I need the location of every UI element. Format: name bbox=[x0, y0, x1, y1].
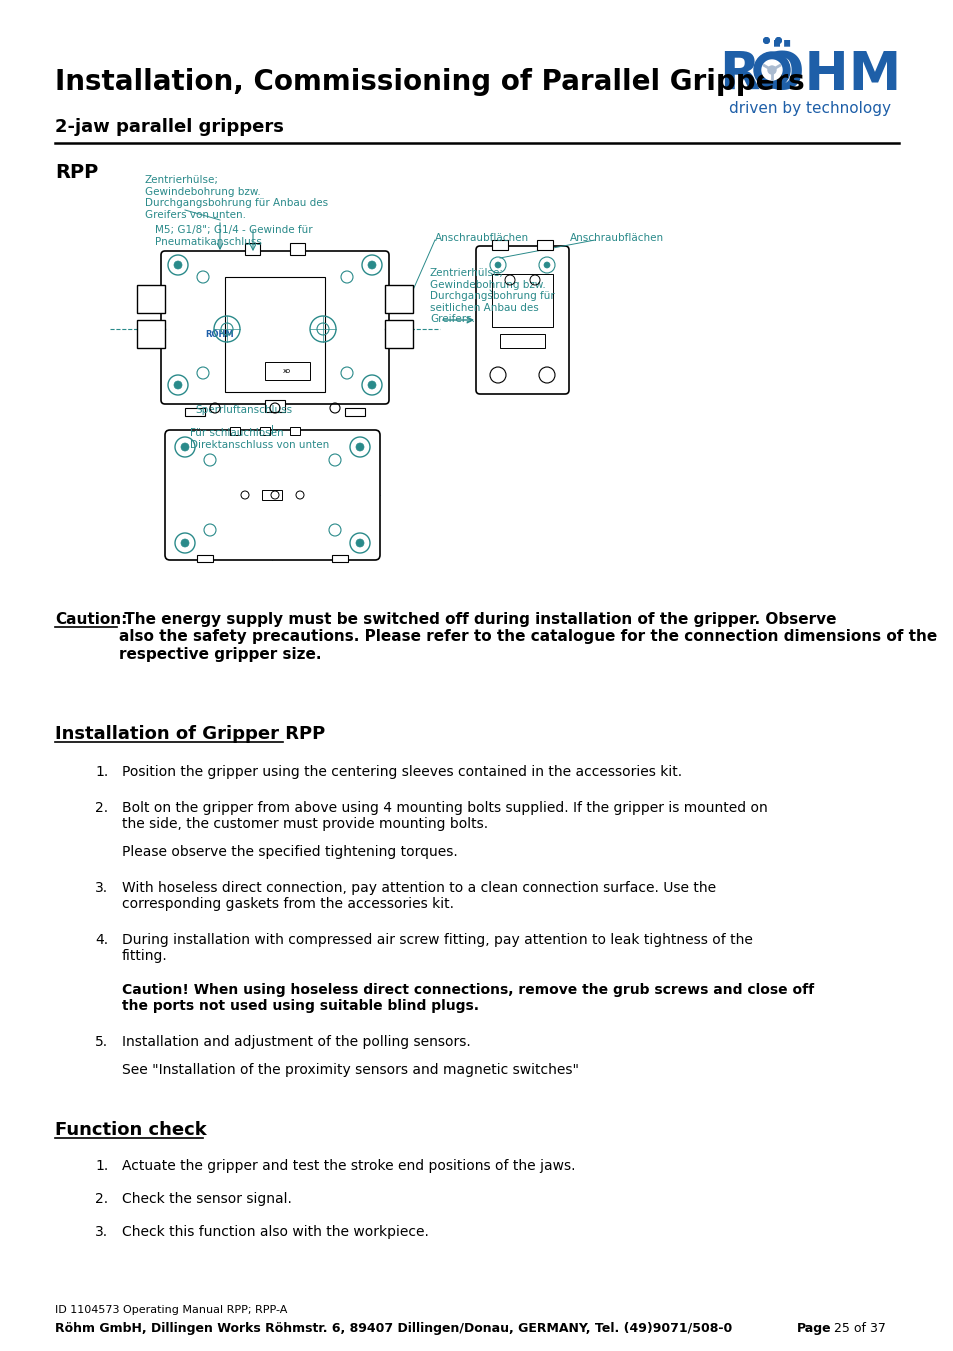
Text: With hoseless direct connection, pay attention to a clean connection surface. Us: With hoseless direct connection, pay att… bbox=[122, 881, 716, 894]
Bar bbox=[265, 362, 310, 380]
Text: 2-jaw parallel grippers: 2-jaw parallel grippers bbox=[55, 118, 284, 136]
Bar bbox=[260, 427, 270, 435]
Bar bbox=[290, 243, 305, 255]
Text: Für schlauchlosen
Direktanschluss von unten: Für schlauchlosen Direktanschluss von un… bbox=[190, 428, 329, 450]
Text: the side, the customer must provide mounting bolts.: the side, the customer must provide moun… bbox=[122, 817, 488, 831]
Text: See "Installation of the proximity sensors and magnetic switches": See "Installation of the proximity senso… bbox=[122, 1063, 578, 1077]
Text: xo: xo bbox=[283, 367, 291, 374]
Bar bbox=[499, 334, 544, 349]
Text: Function check: Function check bbox=[55, 1121, 207, 1139]
Bar bbox=[385, 285, 413, 313]
Bar bbox=[332, 555, 348, 562]
Circle shape bbox=[495, 262, 500, 267]
Text: ID 1104573 Operating Manual RPP; RPP-A: ID 1104573 Operating Manual RPP; RPP-A bbox=[55, 1305, 287, 1315]
Text: Check the sensor signal.: Check the sensor signal. bbox=[122, 1192, 292, 1206]
Bar bbox=[230, 427, 240, 435]
Text: Sperrluftanschluss: Sperrluftanschluss bbox=[194, 405, 292, 415]
Text: 2.: 2. bbox=[95, 1192, 108, 1206]
Text: RPP: RPP bbox=[55, 163, 98, 182]
Text: Zentrierhülse;
Gewindebohrung bzw.
Durchgangsbohrung für
seitlichen Anbau des
Gr: Zentrierhülse; Gewindebohrung bzw. Durch… bbox=[430, 267, 554, 324]
Text: The energy supply must be switched off during installation of the gripper. Obser: The energy supply must be switched off d… bbox=[119, 612, 936, 662]
Bar bbox=[137, 285, 165, 313]
Circle shape bbox=[767, 66, 775, 74]
Text: Installation of Gripper RPP: Installation of Gripper RPP bbox=[55, 725, 325, 743]
FancyBboxPatch shape bbox=[161, 251, 389, 404]
Text: Position the gripper using the centering sleeves contained in the accessories ki: Position the gripper using the centering… bbox=[122, 765, 681, 780]
Text: 1.: 1. bbox=[95, 1159, 108, 1173]
Text: RÖHM: RÖHM bbox=[719, 49, 901, 101]
Bar bbox=[492, 274, 553, 327]
Text: Zentrierhülse;
Gewindebohrung bzw.
Durchgangsbohrung für Anbau des
Greifers von : Zentrierhülse; Gewindebohrung bzw. Durch… bbox=[145, 176, 328, 220]
Circle shape bbox=[368, 261, 375, 269]
FancyBboxPatch shape bbox=[476, 246, 568, 394]
Circle shape bbox=[761, 59, 781, 80]
Text: driven by technology: driven by technology bbox=[728, 100, 890, 115]
Bar bbox=[290, 427, 299, 435]
Circle shape bbox=[543, 262, 550, 267]
Text: corresponding gaskets from the accessories kit.: corresponding gaskets from the accessori… bbox=[122, 897, 454, 911]
FancyBboxPatch shape bbox=[165, 430, 379, 561]
Bar bbox=[492, 240, 507, 250]
Text: Röhm GmbH, Dillingen Works Röhmstr. 6, 89407 Dillingen/Donau, GERMANY, Tel. (49): Röhm GmbH, Dillingen Works Röhmstr. 6, 8… bbox=[55, 1323, 732, 1335]
Text: 3.: 3. bbox=[95, 1225, 108, 1239]
Text: 4.: 4. bbox=[95, 934, 108, 947]
Text: During installation with compressed air screw fitting, pay attention to leak tig: During installation with compressed air … bbox=[122, 934, 752, 947]
Text: the ports not used using suitable blind plugs.: the ports not used using suitable blind … bbox=[122, 998, 478, 1013]
Text: fitting.: fitting. bbox=[122, 948, 168, 963]
Text: 3.: 3. bbox=[95, 881, 108, 894]
Text: Installation and adjustment of the polling sensors.: Installation and adjustment of the polli… bbox=[122, 1035, 470, 1048]
Bar bbox=[265, 400, 285, 412]
Circle shape bbox=[181, 443, 189, 451]
Bar bbox=[225, 277, 325, 392]
Text: Actuate the gripper and test the stroke end positions of the jaws.: Actuate the gripper and test the stroke … bbox=[122, 1159, 575, 1173]
Text: M5; G1/8"; G1/4 - Gewinde für
Pneumatikanschluss: M5; G1/8"; G1/4 - Gewinde für Pneumatika… bbox=[154, 226, 313, 247]
Bar bbox=[262, 490, 282, 500]
Text: Page: Page bbox=[796, 1323, 831, 1335]
Text: 5.: 5. bbox=[95, 1035, 108, 1048]
Bar bbox=[196, 555, 213, 562]
Text: Please observe the specified tightening torques.: Please observe the specified tightening … bbox=[122, 844, 457, 859]
Bar bbox=[537, 240, 553, 250]
Text: Anschraubflächen: Anschraubflächen bbox=[569, 232, 663, 243]
Bar bbox=[185, 408, 205, 416]
Bar bbox=[385, 320, 413, 349]
Bar bbox=[137, 320, 165, 349]
Text: Caution:: Caution: bbox=[55, 612, 128, 627]
Text: Anschraubflächen: Anschraubflächen bbox=[435, 232, 529, 243]
Circle shape bbox=[368, 381, 375, 389]
Text: 1.: 1. bbox=[95, 765, 108, 780]
Circle shape bbox=[355, 443, 364, 451]
Circle shape bbox=[173, 261, 182, 269]
Bar bbox=[345, 408, 365, 416]
Bar bbox=[245, 243, 260, 255]
Text: Caution! When using hoseless direct connections, remove the grub screws and clos: Caution! When using hoseless direct conn… bbox=[122, 984, 813, 997]
Text: RÖHM: RÖHM bbox=[206, 330, 234, 339]
Circle shape bbox=[173, 381, 182, 389]
Text: Installation, Commissioning of Parallel Grippers: Installation, Commissioning of Parallel … bbox=[55, 68, 804, 96]
Text: Bolt on the gripper from above using 4 mounting bolts supplied. If the gripper i: Bolt on the gripper from above using 4 m… bbox=[122, 801, 767, 815]
Text: 25 of 37: 25 of 37 bbox=[829, 1323, 885, 1335]
Text: 2.: 2. bbox=[95, 801, 108, 815]
Circle shape bbox=[753, 51, 789, 88]
Text: Check this function also with the workpiece.: Check this function also with the workpi… bbox=[122, 1225, 429, 1239]
Circle shape bbox=[355, 539, 364, 547]
Circle shape bbox=[181, 539, 189, 547]
